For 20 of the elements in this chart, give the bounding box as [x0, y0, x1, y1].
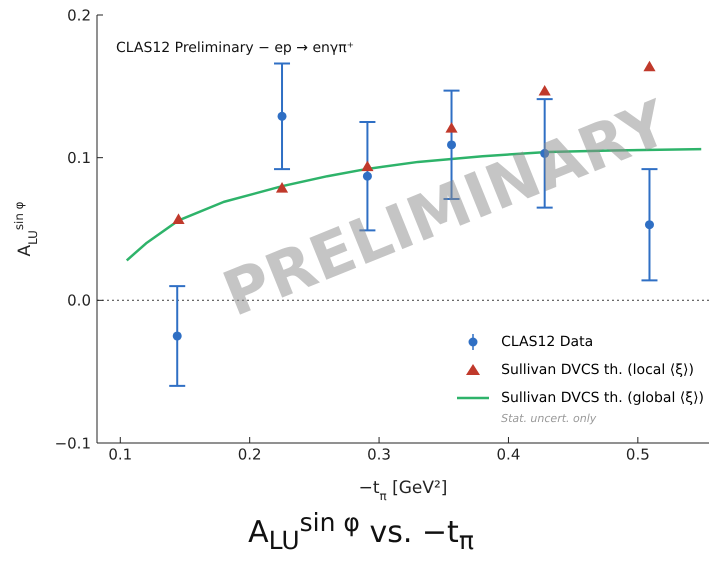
annotation: Stat. uncert. only	[501, 412, 598, 425]
x-tick-label: 0.2	[238, 446, 262, 464]
y-tick-label: 0.0	[67, 292, 91, 310]
legend-label: Sullivan DVCS th. (local ⟨ξ⟩)	[501, 362, 694, 378]
x-tick-label: 0.5	[626, 446, 650, 464]
y-tick-label: −0.1	[54, 434, 91, 452]
point	[172, 331, 182, 341]
point	[172, 213, 185, 224]
text: A$_{LU}$$^{sin φ}$ vs. −t$_{π}$	[247, 508, 475, 555]
y-tick-label: 0.1	[67, 148, 91, 167]
legend-label: CLAS12 Data	[501, 334, 594, 350]
x-tick-label: 0.1	[108, 446, 132, 464]
point	[643, 60, 656, 72]
point	[538, 85, 551, 96]
y-tick-label: 0.2	[67, 6, 91, 24]
x-tick-label: 0.3	[367, 446, 391, 464]
legend-label: Sullivan DVCS th. (global ⟨ξ⟩)	[501, 390, 704, 406]
x-axis-title: −t$_{π}$ [GeV²]	[358, 478, 448, 503]
annotation: CLAS12 Preliminary − ep → enγπ⁺	[116, 40, 354, 56]
x-tick-label: 0.4	[496, 446, 520, 464]
